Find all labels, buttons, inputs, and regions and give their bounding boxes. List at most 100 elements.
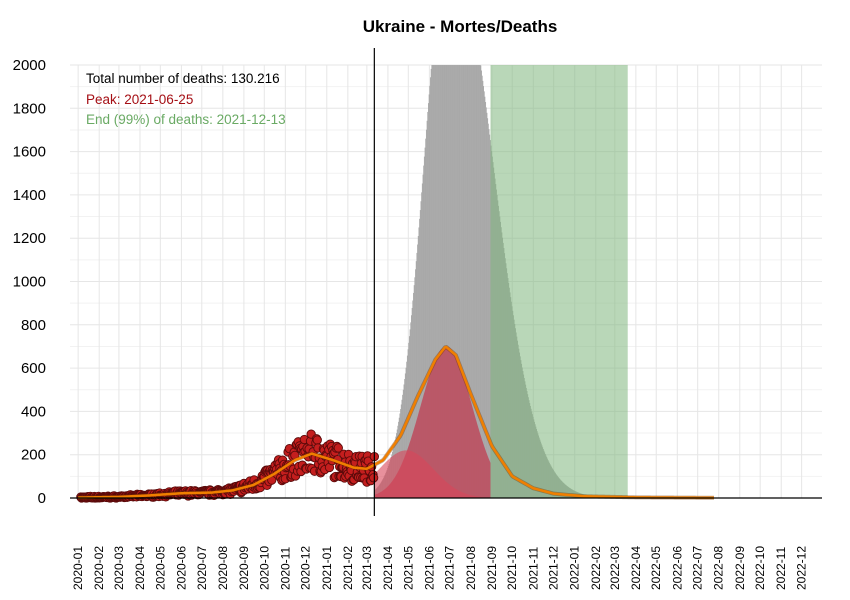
y-tick-label: 1800: [13, 100, 46, 117]
x-tick-label: 2022-06: [670, 546, 684, 590]
x-tick-label: 2020-08: [216, 546, 230, 590]
projection-bar: [489, 140, 491, 499]
x-tick-label: 2022-08: [712, 546, 726, 590]
x-tick-label: 2021-03: [360, 546, 374, 590]
projection-bar: [466, 65, 468, 498]
x-tick-label: 2020-11: [278, 547, 292, 590]
axes: 0 200 400 600 800 1000 1200 1400 1600 1800 2000 202…: [13, 48, 822, 590]
projection-bar: [487, 118, 489, 499]
projection-bar: [469, 65, 471, 498]
projection-bar: [417, 244, 419, 498]
projection-bar: [460, 65, 462, 498]
projection-bar: [472, 65, 474, 498]
x-tick-label: 2020-03: [112, 546, 126, 590]
projection-bar: [427, 111, 429, 498]
projection-bar: [425, 129, 427, 498]
x-tick-label: 2020-02: [92, 546, 106, 590]
observed-point: [369, 473, 379, 483]
y-tick-label: 2000: [13, 57, 46, 74]
x-tick-label: 2021-07: [443, 546, 457, 590]
fit-line-layer: [77, 345, 715, 500]
projection-bar: [438, 65, 440, 498]
projection-bar: [467, 65, 469, 498]
projection-bar: [453, 65, 455, 498]
lower-band: [374, 450, 491, 498]
projection-bar: [413, 292, 415, 498]
projection-bar: [403, 384, 405, 498]
projection-bar: [423, 165, 425, 498]
projection-bar: [450, 65, 452, 498]
projection-bar: [408, 342, 410, 498]
projection-bar: [424, 147, 426, 498]
projection-bar: [485, 107, 487, 499]
x-tick-label: 2021-11: [526, 547, 540, 590]
projection-bar: [475, 65, 477, 498]
y-tick-label: 1200: [13, 230, 46, 247]
y-tick-label: 1600: [13, 144, 46, 161]
projection-bar: [458, 65, 460, 498]
x-tick-label: 2022-04: [629, 546, 643, 590]
projection-bar: [444, 65, 446, 498]
projection-bar: [480, 65, 482, 499]
projection-bar: [407, 349, 409, 498]
y-tick-label: 1000: [13, 274, 46, 291]
projection-bar: [418, 227, 420, 498]
projection-bar: [459, 65, 461, 498]
x-tick-label: 2022-10: [753, 546, 767, 590]
y-tick-label: 600: [21, 360, 46, 377]
projection-bar: [404, 379, 406, 498]
projection-bar: [455, 65, 457, 498]
x-tick-label: 2022-12: [795, 546, 809, 590]
projection-bar: [457, 65, 459, 498]
projection-bar: [457, 65, 459, 498]
projection-bar: [464, 65, 466, 498]
x-tick-label: 2020-07: [195, 546, 209, 590]
projection-bar: [483, 86, 485, 498]
x-tick-label: 2020-04: [133, 546, 147, 590]
projection-bar: [478, 65, 480, 498]
projection-bar: [416, 252, 418, 498]
projection-bar: [420, 201, 422, 499]
x-tick-label: 2021-06: [422, 546, 436, 590]
projection-bar: [473, 65, 475, 498]
projection-bar: [451, 65, 453, 498]
x-tick-label: 2021-05: [401, 546, 415, 590]
x-tick-label: 2021-10: [505, 546, 519, 590]
projection-bar: [414, 277, 416, 498]
projection-bar: [411, 307, 413, 498]
x-tick-label: 2020-06: [174, 546, 188, 590]
y-tick-label: 0: [38, 490, 46, 507]
projection-bar: [405, 367, 407, 498]
x-tick-label: 2020-10: [257, 546, 271, 590]
projection-bar: [429, 85, 431, 499]
projection-bar: [417, 236, 419, 499]
projection-bar: [463, 65, 465, 498]
annotation-total: Total number of deaths: 130.216: [86, 71, 280, 86]
x-tick-label: 2021-02: [341, 546, 355, 590]
annotation-peak: Peak: 2021-06-25: [86, 92, 193, 107]
projection-bar: [466, 65, 468, 498]
projection-bar: [468, 65, 470, 498]
projection-bar: [472, 65, 474, 498]
projection-bar: [471, 65, 473, 498]
projection-bar: [465, 65, 467, 498]
projection-bar: [419, 210, 421, 499]
projection-bar: [426, 120, 428, 498]
projection-bar: [447, 65, 448, 498]
projection-bar: [461, 65, 463, 498]
projection-bar: [451, 65, 453, 498]
projection-bar: [474, 65, 476, 498]
projection-bar: [470, 65, 472, 498]
projection-bar: [488, 129, 490, 499]
projection-bar: [419, 218, 421, 498]
x-tick-label: 2020-01: [71, 546, 85, 590]
projection-bar: [431, 65, 433, 498]
chart-title: Ukraine - Mortes/Deaths: [363, 17, 558, 36]
projection-bar: [422, 174, 424, 498]
y-tick-label: 200: [21, 447, 46, 464]
observed-point: [333, 443, 343, 453]
projection-bar: [453, 65, 455, 498]
projection-bar: [421, 183, 423, 498]
x-tick-label: 2021-09: [485, 546, 499, 590]
projection-bar: [441, 65, 443, 498]
